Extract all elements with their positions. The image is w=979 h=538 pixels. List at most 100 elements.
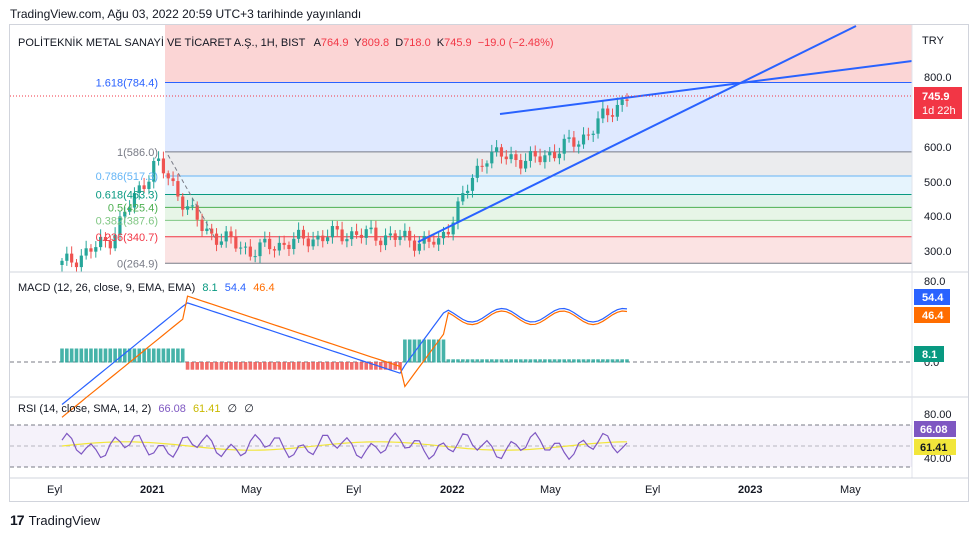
candle-body bbox=[113, 234, 117, 249]
macd-hist-bar bbox=[456, 359, 460, 363]
macd-hist-bar bbox=[528, 359, 533, 363]
macd-hist-bar bbox=[533, 359, 538, 363]
candle-body bbox=[412, 240, 417, 251]
macd-hist-bar bbox=[470, 359, 475, 363]
candle-body bbox=[606, 108, 610, 116]
candle-body bbox=[89, 248, 93, 252]
macd-hist-bar bbox=[586, 359, 591, 363]
candle-body bbox=[137, 185, 141, 194]
fib-label: 0.236(340.7) bbox=[96, 232, 158, 244]
candle-body bbox=[480, 165, 484, 167]
rsi-badge: 66.08 bbox=[920, 424, 948, 436]
macd-hist-bar bbox=[113, 348, 117, 363]
rsi-badge-bg bbox=[914, 421, 956, 437]
macd-hist-bar bbox=[180, 348, 185, 363]
candle-body bbox=[523, 160, 528, 169]
macd-hist-bar bbox=[543, 359, 547, 363]
candle-body bbox=[70, 253, 74, 263]
macd-pane[interactable]: MACD (12, 26, close, 9, EMA, EMA) 8.1 54… bbox=[10, 276, 950, 418]
candle-body bbox=[557, 153, 561, 159]
candle-body bbox=[176, 181, 180, 197]
trend-lines[interactable] bbox=[167, 25, 913, 243]
candle-body bbox=[142, 185, 146, 189]
tradingview-logo-icon: 17 bbox=[10, 512, 25, 528]
macd-hist-bar bbox=[166, 348, 171, 363]
candle-body bbox=[325, 237, 330, 242]
fib-zone bbox=[165, 207, 912, 221]
macd-badge-bg bbox=[914, 307, 950, 323]
time-tick: May bbox=[840, 484, 861, 496]
candle-body bbox=[103, 236, 108, 241]
candle-body bbox=[456, 201, 460, 223]
candle-body bbox=[408, 230, 412, 241]
macd-badge: 54.4 bbox=[922, 292, 944, 304]
macd-hist-bar bbox=[340, 362, 344, 370]
macd-hist-bar bbox=[277, 362, 282, 370]
symbol-legend: POLİTEKNİK METAL SANAYİ VE TİCARET A.Ş.,… bbox=[18, 36, 554, 49]
candle-body bbox=[596, 118, 600, 134]
macd-hist-bar bbox=[137, 348, 142, 363]
macd-badge-bg bbox=[914, 346, 944, 362]
fib-zone bbox=[165, 82, 912, 152]
candle-body bbox=[490, 151, 494, 164]
macd-hist-bar bbox=[205, 362, 209, 370]
macd-hist-bar bbox=[567, 359, 571, 363]
candle-body bbox=[437, 238, 441, 245]
candle-body bbox=[610, 115, 615, 117]
rsi-pane[interactable]: RSI (14, close, SMA, 14, 2) 66.08 61.41 … bbox=[10, 403, 956, 468]
fib-label: 1.618(784.4) bbox=[96, 77, 158, 89]
fib-label: 0.5(425.4) bbox=[108, 202, 158, 214]
fib-zone bbox=[165, 175, 912, 195]
macd-hist-bar bbox=[504, 359, 509, 363]
macd-hist-bar bbox=[557, 359, 562, 363]
macd-hist-bar bbox=[161, 348, 166, 363]
time-axis[interactable]: Eyl 2021 May Eyl 2022 May Eyl 2023 May bbox=[47, 484, 861, 496]
candle-body bbox=[108, 240, 112, 249]
candle-body bbox=[577, 144, 581, 147]
macd-histogram bbox=[60, 339, 629, 370]
candle-body bbox=[60, 260, 64, 265]
macd-hist-bar bbox=[224, 362, 228, 370]
macd-hist-bar bbox=[296, 362, 301, 370]
macd-hist-bar bbox=[625, 359, 629, 363]
candle-body bbox=[268, 238, 272, 250]
candle-body bbox=[74, 262, 79, 268]
candle-body bbox=[79, 255, 83, 268]
candle-body bbox=[200, 219, 204, 232]
macd-hist-bar bbox=[499, 359, 504, 363]
fib-label: 0.618(463.3) bbox=[96, 189, 158, 201]
macd-hist-bar bbox=[272, 362, 277, 370]
candle-body bbox=[239, 247, 243, 249]
macd-hist-bar bbox=[229, 362, 233, 370]
macd-hist-bar bbox=[243, 362, 248, 370]
time-tick: Eyl bbox=[47, 484, 62, 496]
candle-body bbox=[132, 193, 137, 208]
macd-hist-bar bbox=[209, 362, 214, 370]
macd-hist-bar bbox=[441, 339, 446, 363]
candle-body bbox=[219, 241, 223, 245]
candle-body bbox=[123, 211, 127, 217]
candle-body bbox=[562, 138, 566, 154]
candle-body bbox=[161, 158, 166, 174]
macd-line bbox=[61, 302, 628, 405]
chart-frame bbox=[9, 24, 969, 502]
price-tick: 800.0 bbox=[924, 72, 952, 84]
candle-body bbox=[359, 234, 364, 238]
macd-hist-bar bbox=[601, 359, 605, 363]
macd-hist-bar bbox=[69, 348, 74, 363]
brand[interactable]: 17 TradingView bbox=[10, 512, 100, 528]
fibonacci-labels: 1.618(784.4) 1(586.0) 0.786(517.3) 0.618(46… bbox=[96, 77, 158, 270]
macd-hist-bar bbox=[156, 348, 161, 363]
macd-hist-bar bbox=[330, 362, 335, 370]
macd-hist-bar bbox=[65, 348, 69, 363]
candle-body bbox=[224, 231, 228, 242]
signal-line bbox=[61, 295, 628, 418]
macd-hist-bar bbox=[248, 362, 253, 370]
candle-body bbox=[350, 231, 354, 240]
candle-body bbox=[253, 256, 257, 258]
macd-hist-bar bbox=[354, 362, 359, 370]
candle-body bbox=[171, 178, 175, 182]
price-axis[interactable]: 800.0 600.0 500.0 400.0 300.0 bbox=[924, 72, 952, 258]
macd-hist-bar bbox=[514, 359, 518, 363]
